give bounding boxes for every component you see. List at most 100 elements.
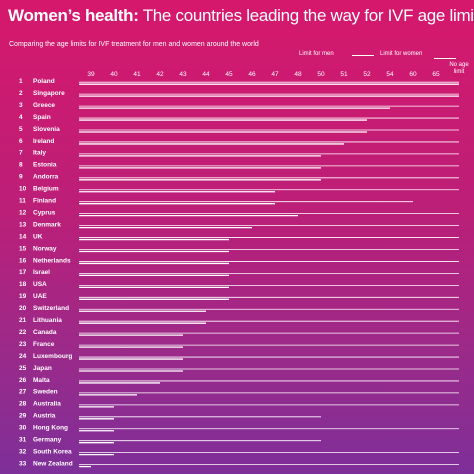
row-rank: 19	[19, 293, 27, 300]
row-rank: 6	[19, 138, 23, 145]
row-country: Italy	[33, 150, 46, 157]
row-rank: 17	[19, 269, 27, 276]
row-rank: 14	[19, 233, 27, 240]
row-rank: 20	[19, 305, 27, 312]
x-axis: 39 40 41 42 43 44 45 46 47 48 50 51 52 54 60 65 No ageli…	[87, 62, 469, 78]
row-rank: 26	[19, 377, 27, 384]
x-tick-label: 51	[340, 71, 348, 78]
row-country: Hong Kong	[33, 425, 68, 432]
row-rank: 21	[19, 317, 27, 324]
table-row: 22 Canada	[19, 329, 459, 336]
table-row: 4 Spain	[19, 114, 459, 121]
row-rank: 24	[19, 353, 27, 360]
row-rank: 12	[19, 209, 27, 216]
x-tick-label: 60	[409, 71, 417, 78]
row-country: UAE	[33, 293, 47, 300]
row-country: Germany	[33, 437, 62, 444]
row-country: Malta	[33, 377, 50, 384]
row-rank: 18	[19, 281, 27, 288]
title-rest: The countries leading the way for IVF ag…	[138, 6, 474, 25]
row-country: Slovenia	[33, 126, 60, 133]
table-row: 14 UK	[19, 233, 459, 240]
x-tick-label: 43	[179, 71, 187, 78]
row-country: Ireland	[33, 138, 54, 145]
table-row: 21 Lithuania	[19, 317, 459, 324]
row-rank: 22	[19, 329, 27, 336]
row-country: Belgium	[33, 186, 59, 193]
x-tick-label: 42	[156, 71, 164, 78]
table-row: 17 Israel	[19, 269, 459, 276]
row-rank: 4	[19, 114, 23, 121]
row-country: Finland	[33, 198, 56, 205]
page-subtitle: Comparing the age limits for IVF treatme…	[9, 41, 259, 48]
legend-men: Limit for men	[299, 51, 334, 57]
row-rank: 15	[19, 245, 27, 252]
table-row: 7 Italy	[19, 150, 459, 157]
row-rank: 28	[19, 401, 27, 408]
legend-women: Limit for women	[380, 51, 423, 57]
table-row: 3 Greece	[19, 102, 459, 109]
table-row: 33 New Zealand	[19, 460, 459, 467]
table-row: 29 Austria	[19, 413, 321, 420]
x-tick-label: 48	[294, 71, 302, 78]
row-country: Singapore	[33, 90, 65, 97]
row-country: Netherlands	[33, 257, 71, 264]
x-tick-label: 40	[110, 71, 118, 78]
row-rank: 33	[19, 460, 27, 467]
table-row: 31 Germany	[19, 437, 321, 444]
title-bold: Women’s health:	[8, 6, 139, 25]
row-rank: 25	[19, 365, 27, 372]
x-tick-label-part: No age	[449, 62, 469, 68]
row-country: Denmark	[33, 221, 61, 228]
table-row: 6 Ireland	[19, 138, 459, 145]
table-row: 19 UAE	[19, 293, 459, 300]
table-row: 20 Switzerland	[19, 305, 459, 312]
table-row: 2 Singapore	[19, 90, 459, 97]
row-rank: 27	[19, 389, 27, 396]
row-country: Canada	[33, 329, 57, 336]
x-tick-label: 52	[363, 71, 371, 78]
x-tick-label: 54	[386, 71, 394, 78]
table-row: 1 Poland	[19, 78, 459, 85]
x-tick-label: 39	[87, 71, 95, 78]
table-row: 9 Andorra	[19, 174, 459, 181]
x-tick-label-part: limit	[454, 69, 465, 75]
x-tick-label: 41	[133, 71, 141, 78]
table-row: 32 South Korea	[19, 448, 459, 455]
table-row: 5 Slovenia	[19, 126, 459, 133]
row-rank: 9	[19, 174, 23, 181]
x-tick-label: 44	[202, 71, 210, 78]
row-country: Austria	[33, 413, 56, 420]
row-rank: 29	[19, 413, 27, 420]
table-row: 8 Estonia	[19, 162, 459, 169]
chart-rows: 1 Poland 2 Singapore 3 Greece 4 Spain 5 Slovenia 6…	[19, 78, 459, 467]
table-row: 11 Finland	[19, 198, 413, 205]
row-rank: 10	[19, 186, 27, 193]
row-country: Cyprus	[33, 209, 56, 216]
table-row: 27 Sweden	[19, 389, 459, 396]
legend-women-line	[434, 58, 456, 59]
page-title: Women’s health: The countries leading th…	[8, 6, 474, 26]
row-rank: 8	[19, 162, 23, 169]
row-country: Greece	[33, 102, 55, 109]
table-row: 23 France	[19, 341, 459, 348]
table-row: 15 Norway	[19, 245, 459, 252]
row-country: Lithuania	[33, 317, 62, 324]
table-row: 13 Denmark	[19, 221, 459, 228]
table-row: 16 Netherlands	[19, 257, 459, 264]
row-country: Sweden	[33, 389, 58, 396]
row-country: Japan	[33, 365, 52, 372]
table-row: 18 USA	[19, 281, 459, 288]
table-row: 24 Luxembourg	[19, 353, 459, 360]
x-tick-label: 50	[317, 71, 325, 78]
table-row: 12 Cyprus	[19, 209, 459, 216]
x-tick-label: 47	[271, 71, 279, 78]
row-country: Poland	[33, 78, 55, 85]
row-country: Spain	[33, 114, 51, 121]
row-country: Switzerland	[33, 305, 69, 312]
table-row: 28 Australia	[19, 401, 459, 408]
row-rank: 11	[19, 198, 26, 205]
row-rank: 31	[19, 437, 27, 444]
